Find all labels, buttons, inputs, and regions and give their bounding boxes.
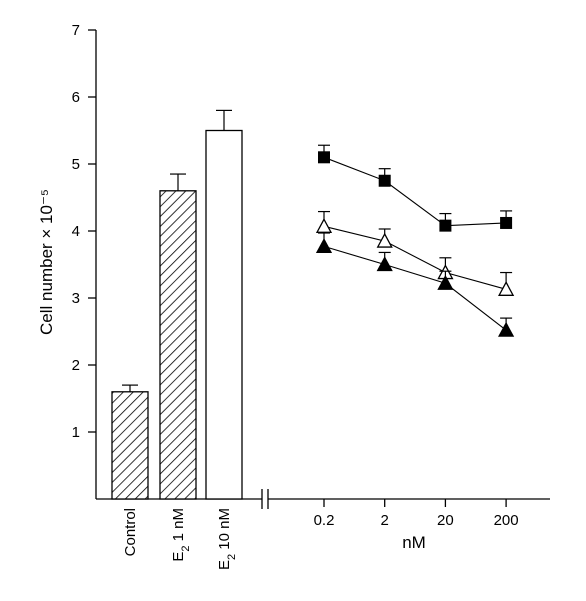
bar-category-label: E2 1 nM [170, 508, 192, 562]
data-point [376, 256, 393, 272]
data-point [376, 232, 393, 248]
bar-category-label: Control [122, 508, 139, 556]
y-tick-label: 7 [72, 22, 80, 39]
series-layer [315, 144, 515, 337]
x-tick-label: 0.2 [314, 512, 335, 529]
x-ticks: 0.2 2 20 200 [314, 499, 519, 529]
x-tick-label: 20 [437, 512, 454, 529]
y-ticks: 1 2 3 4 5 6 7 [72, 22, 96, 441]
bar [205, 129, 243, 500]
data-point [500, 216, 513, 229]
data-point [498, 321, 515, 337]
bars [111, 109, 243, 500]
y-tick-label: 1 [72, 424, 80, 441]
series-line [323, 245, 507, 331]
data-point [437, 274, 454, 290]
x-axis-title: nM [402, 533, 426, 552]
y-tick-label: 5 [72, 156, 80, 173]
data-point [439, 219, 452, 232]
y-tick-label: 2 [72, 357, 80, 374]
series-line [323, 225, 507, 290]
y-tick-label: 3 [72, 290, 80, 307]
y-axis-title: Cell number × 10⁻⁵ [37, 189, 56, 335]
y-tick-label: 6 [72, 89, 80, 106]
bar-labels: Control E2 1 nM E2 10 nM [122, 508, 238, 570]
data-point [315, 238, 333, 254]
x-tick-label: 2 [381, 512, 389, 529]
x-tick-label: 200 [494, 512, 519, 529]
series-line [323, 156, 507, 227]
data-point [378, 174, 391, 187]
bar-category-label: E2 10 nM [216, 508, 238, 570]
data-point [315, 217, 333, 233]
bar [111, 391, 149, 500]
y-tick-label: 4 [72, 223, 80, 240]
bar [159, 190, 197, 500]
data-point [318, 151, 330, 164]
data-point [498, 280, 515, 296]
